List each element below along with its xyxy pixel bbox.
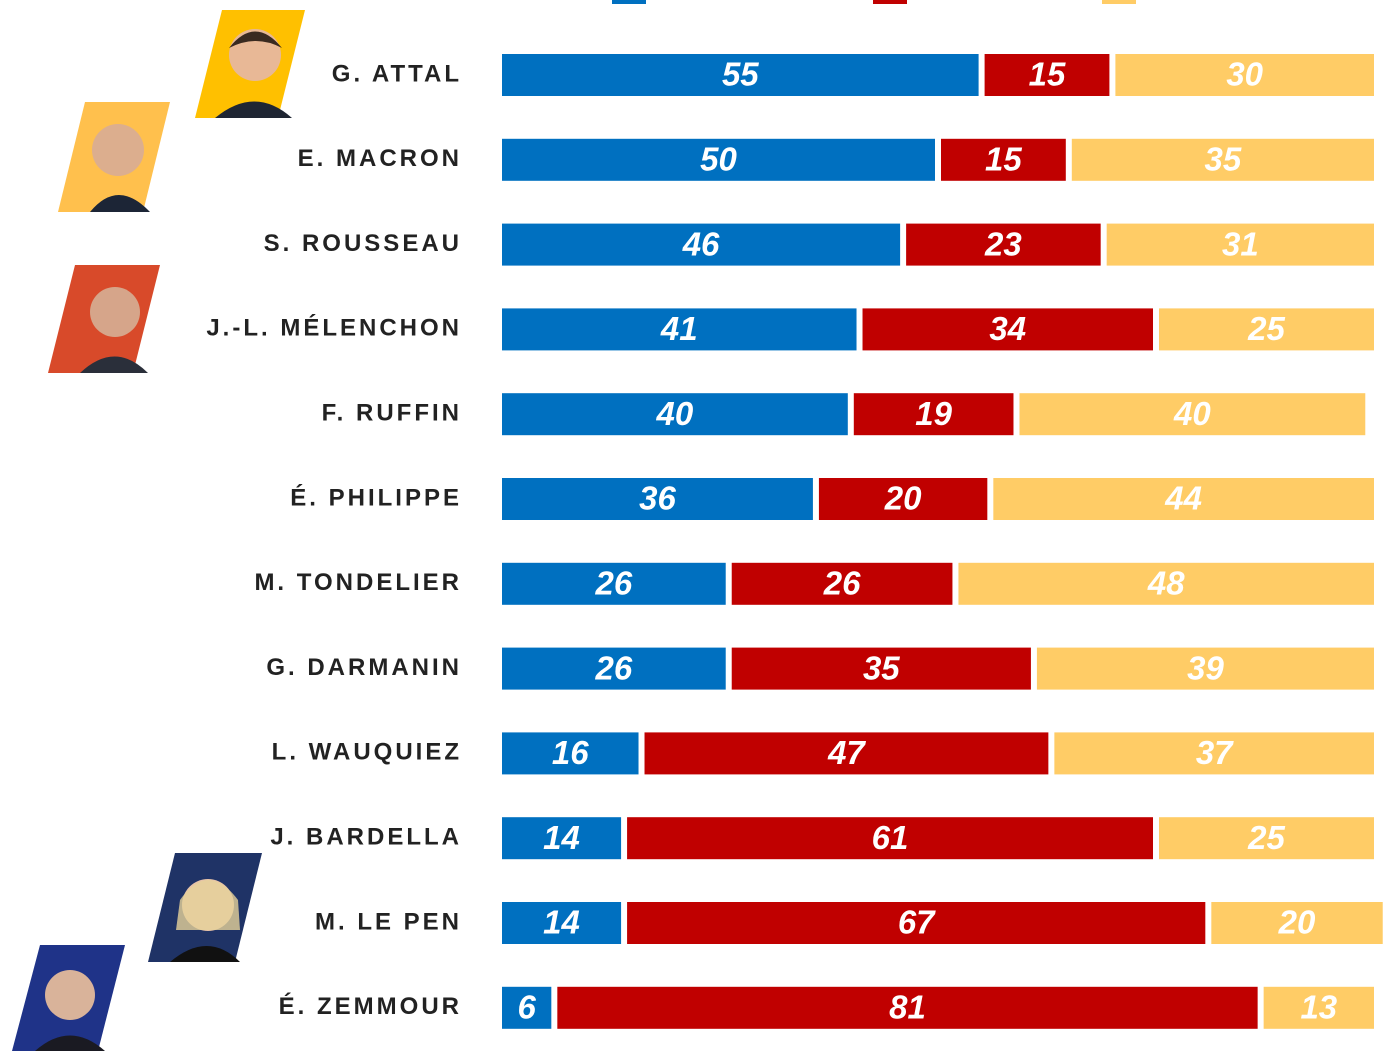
value-label: 31 [1222,225,1259,262]
legend-swatch [1102,0,1136,4]
value-label: 14 [543,904,580,941]
category-label: E. MACRON [298,145,462,172]
category-label: L. WAUQUIEZ [272,739,462,766]
value-label: 19 [915,395,952,432]
value-label: 81 [889,989,926,1026]
value-label: 26 [823,565,861,602]
value-label: 41 [660,310,698,347]
value-label: 35 [1205,141,1242,178]
value-label: 39 [1187,649,1224,686]
value-label: 48 [1147,565,1185,602]
value-label: 37 [1196,734,1234,771]
category-label: S. ROUSSEAU [264,230,462,257]
value-label: 67 [898,904,936,941]
category-label: M. TONDELIER [254,569,462,596]
category-label: G. DARMANIN [266,654,462,681]
value-label: 40 [1173,395,1211,432]
legend [612,0,1136,4]
value-label: 34 [989,310,1026,347]
value-label: 36 [639,480,676,517]
value-label: 20 [1278,904,1316,941]
value-label: 16 [552,734,589,771]
value-label: 30 [1226,56,1263,93]
legend-swatch [873,0,907,4]
photo-face [45,970,95,1020]
value-label: 50 [700,141,737,178]
value-label: 26 [595,565,633,602]
category-label: G. ATTAL [332,60,462,87]
value-label: 13 [1300,989,1337,1026]
value-label: 35 [863,649,900,686]
chart: G. ATTAL 55 15 30 E. MACRON 50 15 35 S. ROUSSEAU… [0,0,1383,1051]
value-label: 26 [595,649,633,686]
value-label: 14 [543,819,580,856]
value-label: 6 [517,989,536,1026]
category-label: M. LE PEN [315,908,462,935]
value-label: 25 [1247,310,1285,347]
photo-face [90,287,140,337]
category-label: É. ZEMMOUR [279,992,462,1020]
legend-swatch [612,0,646,4]
value-label: 15 [985,141,1022,178]
value-label: 47 [827,734,866,771]
value-label: 20 [884,480,922,517]
value-label: 40 [656,395,694,432]
category-label: É. PHILIPPE [290,483,462,511]
photo-face [92,124,144,176]
category-label: J.-L. MÉLENCHON [206,314,462,342]
photos [12,10,305,1051]
value-label: 15 [1029,56,1066,93]
value-label: 55 [722,56,759,93]
value-label: 25 [1247,819,1285,856]
value-label: 61 [872,819,909,856]
value-label: 46 [682,225,720,262]
value-label: 23 [984,225,1022,262]
value-label: 44 [1164,480,1202,517]
category-label: F. RUFFIN [322,400,462,427]
category-label: J. BARDELLA [270,824,462,851]
